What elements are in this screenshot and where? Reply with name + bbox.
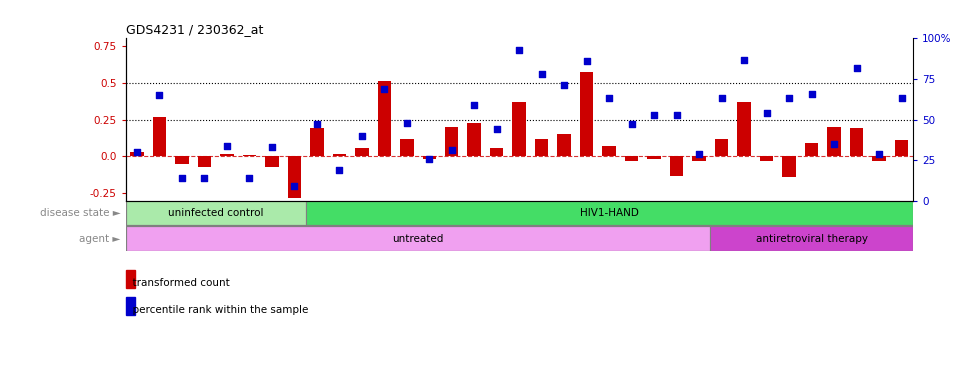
Text: transformed count: transformed count [126, 278, 229, 288]
Point [264, 144, 279, 150]
Text: percentile rank within the sample: percentile rank within the sample [126, 305, 308, 315]
Bar [126, 201, 305, 225]
Point [827, 141, 842, 147]
Bar [355, 147, 368, 156]
Point [219, 142, 235, 149]
Bar [310, 128, 324, 156]
Point [287, 183, 302, 189]
Point [309, 121, 325, 127]
Bar [670, 156, 683, 175]
Bar [693, 156, 706, 161]
Bar [625, 156, 639, 161]
Bar [647, 156, 661, 159]
Bar [828, 127, 840, 156]
Bar [535, 139, 549, 156]
Point [646, 112, 662, 118]
Bar [130, 152, 144, 156]
Point [377, 86, 392, 92]
Bar [895, 140, 908, 156]
Point [444, 147, 460, 154]
Point [894, 95, 909, 101]
Text: HIV1-HAND: HIV1-HAND [580, 209, 639, 218]
Bar [265, 156, 278, 167]
Text: untreated: untreated [392, 233, 443, 243]
Bar [603, 146, 616, 156]
Bar [850, 128, 864, 156]
Point [804, 91, 819, 97]
Bar [153, 117, 166, 156]
Point [354, 133, 369, 139]
Point [714, 95, 729, 101]
Bar [710, 227, 913, 251]
Text: GDS4231 / 230362_at: GDS4231 / 230362_at [126, 23, 263, 36]
Point [242, 175, 257, 181]
Point [624, 121, 639, 127]
Point [736, 56, 752, 63]
Bar [782, 156, 796, 177]
Text: uninfected control: uninfected control [168, 209, 264, 218]
Point [692, 151, 707, 157]
Bar [422, 156, 436, 159]
Text: antiretroviral therapy: antiretroviral therapy [755, 233, 867, 243]
Bar [805, 143, 818, 156]
Bar [490, 147, 503, 156]
Point [759, 110, 775, 116]
Bar [220, 154, 234, 156]
Point [174, 175, 189, 181]
Bar [198, 156, 211, 167]
Bar [580, 72, 593, 156]
Point [421, 156, 437, 162]
Bar [305, 201, 913, 225]
Bar [400, 139, 413, 156]
Bar [872, 156, 886, 161]
Bar [737, 102, 751, 156]
Point [331, 167, 347, 173]
Point [871, 151, 887, 157]
Bar [445, 127, 459, 156]
Point [668, 112, 684, 118]
Bar [468, 122, 481, 156]
Point [579, 58, 594, 64]
Point [197, 175, 213, 181]
Point [512, 47, 527, 53]
Point [152, 92, 167, 98]
Bar [760, 156, 774, 161]
Point [602, 95, 617, 101]
Point [534, 71, 550, 77]
Bar [175, 156, 188, 164]
Point [781, 95, 797, 101]
Text: disease state ►: disease state ► [40, 209, 121, 218]
Bar [288, 156, 301, 198]
Bar [332, 154, 346, 156]
Text: agent ►: agent ► [79, 233, 121, 243]
Bar [715, 139, 728, 156]
Point [849, 65, 865, 71]
Point [489, 126, 504, 132]
Point [129, 149, 145, 155]
Bar [126, 227, 710, 251]
Bar [378, 81, 391, 156]
Point [467, 102, 482, 108]
Bar [513, 102, 526, 156]
Point [556, 83, 572, 89]
Bar [557, 134, 571, 156]
Point [399, 120, 414, 126]
Bar [242, 155, 256, 156]
